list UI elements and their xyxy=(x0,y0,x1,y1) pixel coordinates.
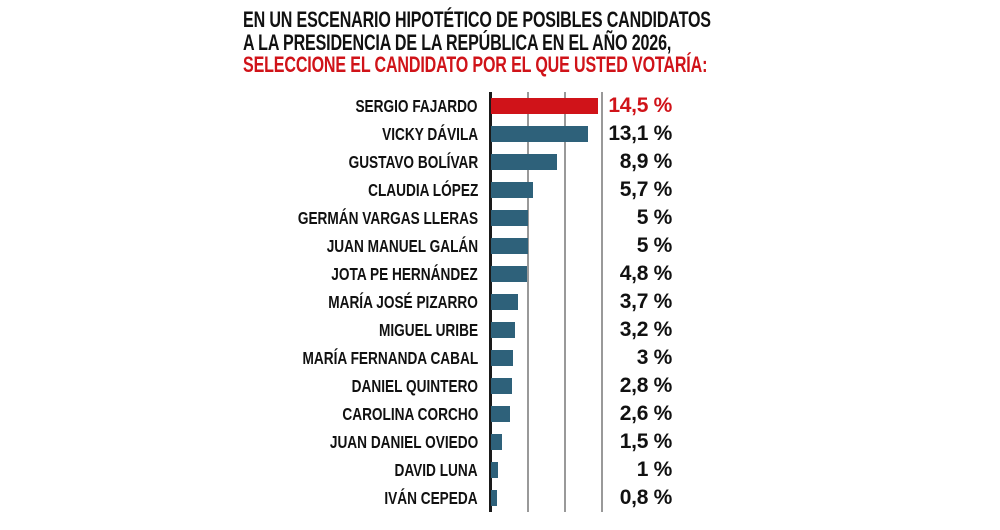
value-label: 0,8 % xyxy=(619,486,673,509)
value-label: 14,5 % xyxy=(608,94,672,117)
candidate-name-text: IVÁN CEPEDA xyxy=(384,488,478,508)
value-label: 8,9 % xyxy=(619,150,673,173)
bar xyxy=(491,378,512,394)
title-line-1: EN UN ESCENARIO HIPOTÉTICO DE POSIBLES C… xyxy=(243,7,711,32)
candidate-name-text: CAROLINA CORCHO xyxy=(342,404,478,424)
bar xyxy=(491,434,503,450)
chart-row: CLAUDIA LÓPEZ 5,7 % xyxy=(0,176,1000,204)
candidate-name-text: SERGIO FAJARDO xyxy=(355,96,478,116)
bar xyxy=(491,238,528,254)
chart-rows: SERGIO FAJARDO 14,5 % VICKY DÁVILA 13,1 % GU… xyxy=(0,92,1000,512)
value-label: 3 % xyxy=(636,346,673,369)
candidate-label: MARÍA FERNANDA CABAL xyxy=(0,344,478,372)
candidate-name-text: JUAN DANIEL OVIEDO xyxy=(329,432,478,452)
chart-row: GUSTAVO BOLÍVAR 8,9 % xyxy=(0,148,1000,176)
chart-row: JUAN MANUEL GALÁN 5 % xyxy=(0,232,1000,260)
bar xyxy=(491,182,534,198)
bar xyxy=(491,98,599,114)
value-label: 1,5 % xyxy=(619,430,673,453)
chart-row: GERMÁN VARGAS LLERAS 5 % xyxy=(0,204,1000,232)
chart-row: DAVID LUNA 1 % xyxy=(0,456,1000,484)
candidate-label: JOTA PE HERNÁNDEZ xyxy=(0,260,478,288)
candidate-label: SERGIO FAJARDO xyxy=(0,92,478,120)
candidate-name-text: MARÍA JOSÉ PIZARRO xyxy=(328,292,478,312)
candidate-name-text: CLAUDIA LÓPEZ xyxy=(367,180,478,200)
candidate-label: IVÁN CEPEDA xyxy=(0,484,478,512)
candidate-name-text: GUSTAVO BOLÍVAR xyxy=(348,152,478,172)
bar xyxy=(491,462,499,478)
gridline-15-percent xyxy=(601,92,603,512)
value-label: 4,8 % xyxy=(619,262,673,285)
value-label: 5,7 % xyxy=(619,178,673,201)
candidate-name-text: MIGUEL URIBE xyxy=(378,320,478,340)
chart-row: JOTA PE HERNÁNDEZ 4,8 % xyxy=(0,260,1000,288)
gridline-10-percent xyxy=(564,92,566,512)
title-line-3-call-to-action: SELECCIONE EL CANDIDATO POR EL QUE USTED… xyxy=(243,52,708,77)
candidate-label: VICKY DÁVILA xyxy=(0,120,478,148)
candidate-label: MIGUEL URIBE xyxy=(0,316,478,344)
candidate-label: MARÍA JOSÉ PIZARRO xyxy=(0,288,478,316)
candidate-name-text: JUAN MANUEL GALÁN xyxy=(326,236,478,256)
value-label: 5 % xyxy=(636,206,673,229)
chart-row: DANIEL QUINTERO 2,8 % xyxy=(0,372,1000,400)
candidate-label: DAVID LUNA xyxy=(0,456,478,484)
chart-row: JUAN DANIEL OVIEDO 1,5 % xyxy=(0,428,1000,456)
candidate-name-text: MARÍA FERNANDA CABAL xyxy=(302,348,478,368)
bar xyxy=(491,490,497,506)
bar xyxy=(491,350,514,366)
candidate-label: CAROLINA CORCHO xyxy=(0,400,478,428)
value-label: 2,8 % xyxy=(619,374,673,397)
value-label: 2,6 % xyxy=(619,402,673,425)
chart-row: MIGUEL URIBE 3,2 % xyxy=(0,316,1000,344)
chart-row: SERGIO FAJARDO 14,5 % xyxy=(0,92,1000,120)
value-label: 3,2 % xyxy=(619,318,673,341)
candidate-name-text: DAVID LUNA xyxy=(394,460,478,480)
bar xyxy=(491,266,527,282)
value-label: 5 % xyxy=(636,234,673,257)
chart-row: IVÁN CEPEDA 0,8 % xyxy=(0,484,1000,512)
value-label: 13,1 % xyxy=(608,122,672,145)
chart-title: EN UN ESCENARIO HIPOTÉTICO DE POSIBLES C… xyxy=(243,7,884,77)
bar xyxy=(491,322,515,338)
bar xyxy=(491,154,557,170)
candidate-label: DANIEL QUINTERO xyxy=(0,372,478,400)
chart-row: VICKY DÁVILA 13,1 % xyxy=(0,120,1000,148)
candidate-name-text: GERMÁN VARGAS LLERAS xyxy=(297,208,478,228)
bar xyxy=(491,210,528,226)
candidate-label: JUAN DANIEL OVIEDO xyxy=(0,428,478,456)
candidate-name-text: VICKY DÁVILA xyxy=(381,124,478,144)
candidate-label: GERMÁN VARGAS LLERAS xyxy=(0,204,478,232)
candidate-label: GUSTAVO BOLÍVAR xyxy=(0,148,478,176)
candidate-label: CLAUDIA LÓPEZ xyxy=(0,176,478,204)
candidate-name-text: DANIEL QUINTERO xyxy=(351,376,478,396)
chart-row: MARÍA FERNANDA CABAL 3 % xyxy=(0,344,1000,372)
value-label: 1 % xyxy=(636,458,673,481)
gridline-5-percent xyxy=(527,92,529,512)
candidate-name-text: JOTA PE HERNÁNDEZ xyxy=(331,264,478,284)
bar xyxy=(491,406,511,422)
candidate-label: JUAN MANUEL GALÁN xyxy=(0,232,478,260)
chart-row: CAROLINA CORCHO 2,6 % xyxy=(0,400,1000,428)
value-label: 3,7 % xyxy=(619,290,673,313)
chart-row: MARÍA JOSÉ PIZARRO 3,7 % xyxy=(0,288,1000,316)
bar xyxy=(491,294,519,310)
title-line-2: A LA PRESIDENCIA DE LA REPÚBLICA EN EL A… xyxy=(243,29,672,55)
bar xyxy=(491,126,588,142)
y-axis-line xyxy=(489,92,492,512)
